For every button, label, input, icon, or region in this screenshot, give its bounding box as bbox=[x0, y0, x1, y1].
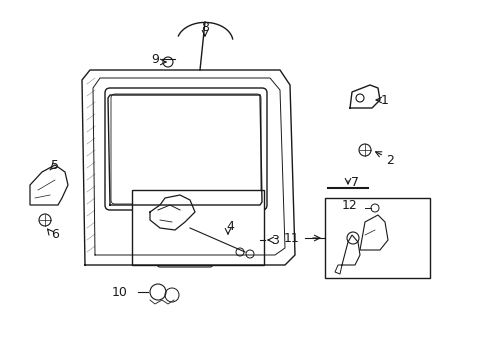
Text: 11: 11 bbox=[284, 231, 299, 244]
Text: 12: 12 bbox=[342, 198, 357, 212]
Bar bbox=[132, 190, 264, 265]
Text: 6: 6 bbox=[51, 229, 59, 242]
Text: 3: 3 bbox=[270, 234, 278, 247]
Text: 1: 1 bbox=[380, 94, 388, 107]
Text: 2: 2 bbox=[385, 153, 393, 166]
Bar bbox=[325, 198, 429, 278]
Text: 9: 9 bbox=[151, 53, 159, 66]
Text: 5: 5 bbox=[51, 158, 59, 171]
Text: 7: 7 bbox=[350, 176, 358, 189]
Text: 10: 10 bbox=[112, 285, 128, 298]
Text: 4: 4 bbox=[225, 220, 233, 233]
Text: 8: 8 bbox=[201, 21, 208, 33]
